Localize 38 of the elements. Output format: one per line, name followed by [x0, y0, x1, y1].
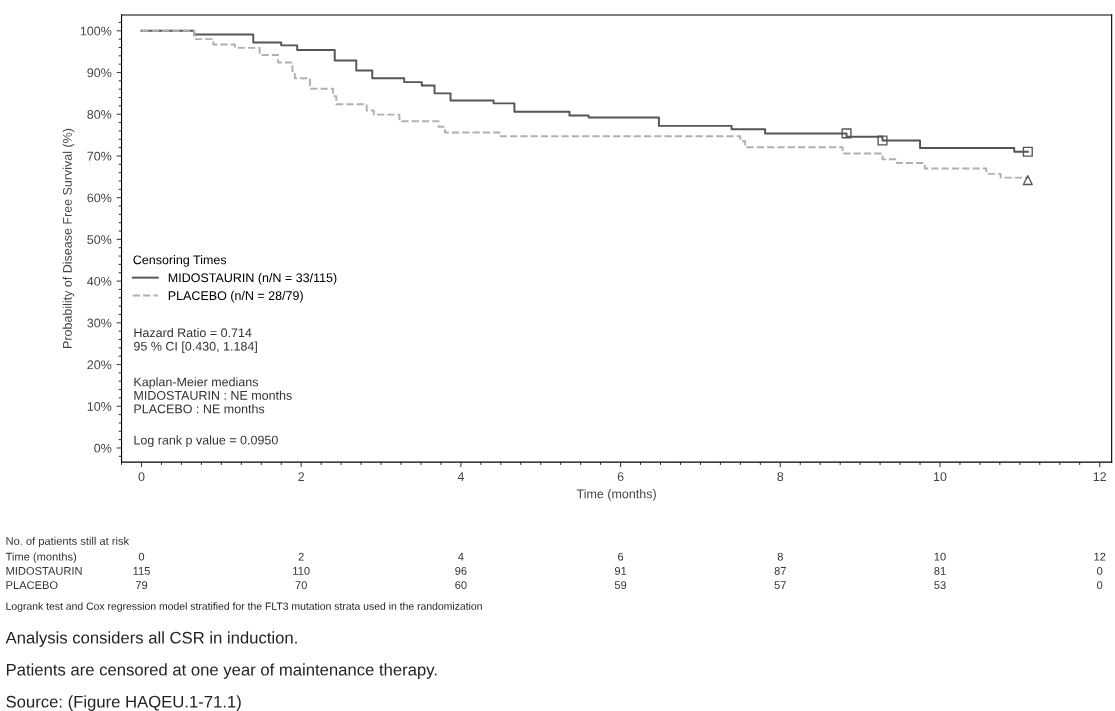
annotation: Kaplan-Meier medians MIDOSTAURIN : NE months PLACEBO : NE months — [134, 377, 292, 414]
x-tick-label: 6 — [617, 472, 624, 482]
y-tick-label: 100% — [80, 26, 112, 36]
y-tick-label: 80% — [87, 110, 112, 119]
y-tick-label: 60% — [87, 193, 112, 203]
y-tick-label: 10% — [87, 402, 112, 411]
text: No. of patients still at risk — [6, 536, 130, 548]
source-note: Source: (Figure HAQEU.1-71.1) — [6, 695, 241, 711]
x-tick-label: 10 — [933, 472, 947, 482]
text: Analysis considers all CSR in induction. — [5, 631, 297, 647]
annotation: Log rank p value = 0.0950 — [134, 435, 278, 447]
text: PLACEBO 79 70 60 59 57 53 0 — [6, 581, 1103, 590]
y-tick-label: 30% — [87, 318, 112, 328]
point — [1022, 175, 1033, 186]
point — [841, 128, 852, 139]
y-tick-label: 50% — [87, 235, 112, 245]
text: Time (months) 0 2 4 6 8 10 12 — [5, 552, 1106, 563]
text: MIDOSTAURIN 115 110 96 91 87 81 0 — [6, 566, 1103, 575]
x-tick-label: 4 — [457, 472, 464, 481]
legend-title: Censoring Times — [133, 255, 227, 267]
x-tick-label: 2 — [298, 472, 305, 481]
x-tick-label: 12 — [1093, 472, 1106, 481]
text: Logrank test and Cox regression model stratified for the FLT3 mutation strata used in the randomization — [6, 602, 482, 612]
text: Patients are censored at one year of maintenance therapy. — [6, 663, 437, 679]
y-tick-label: 40% — [87, 276, 112, 286]
y-axis-title: Probability of Disease Free Survival (%) — [62, 128, 75, 348]
point — [877, 135, 888, 146]
legend-label: PLACEBO (n/N = 28/79) — [168, 290, 303, 303]
y-tick-label: 90% — [87, 68, 112, 78]
legend-label: MIDOSTAURIN (n/N = 33/115) — [168, 272, 337, 285]
y-tick-label: 0% — [94, 443, 112, 453]
y-tick-label: 20% — [87, 360, 112, 370]
y-tick-label: 70% — [87, 151, 112, 161]
x-axis-title: Time (months) — [576, 489, 656, 501]
annotation: Hazard Ratio = 0.714 95 % CI [0.430, 1.184] — [134, 327, 257, 354]
x-tick-label: 0 — [138, 472, 145, 482]
point — [1022, 146, 1033, 157]
x-tick-label: 8 — [777, 472, 784, 482]
